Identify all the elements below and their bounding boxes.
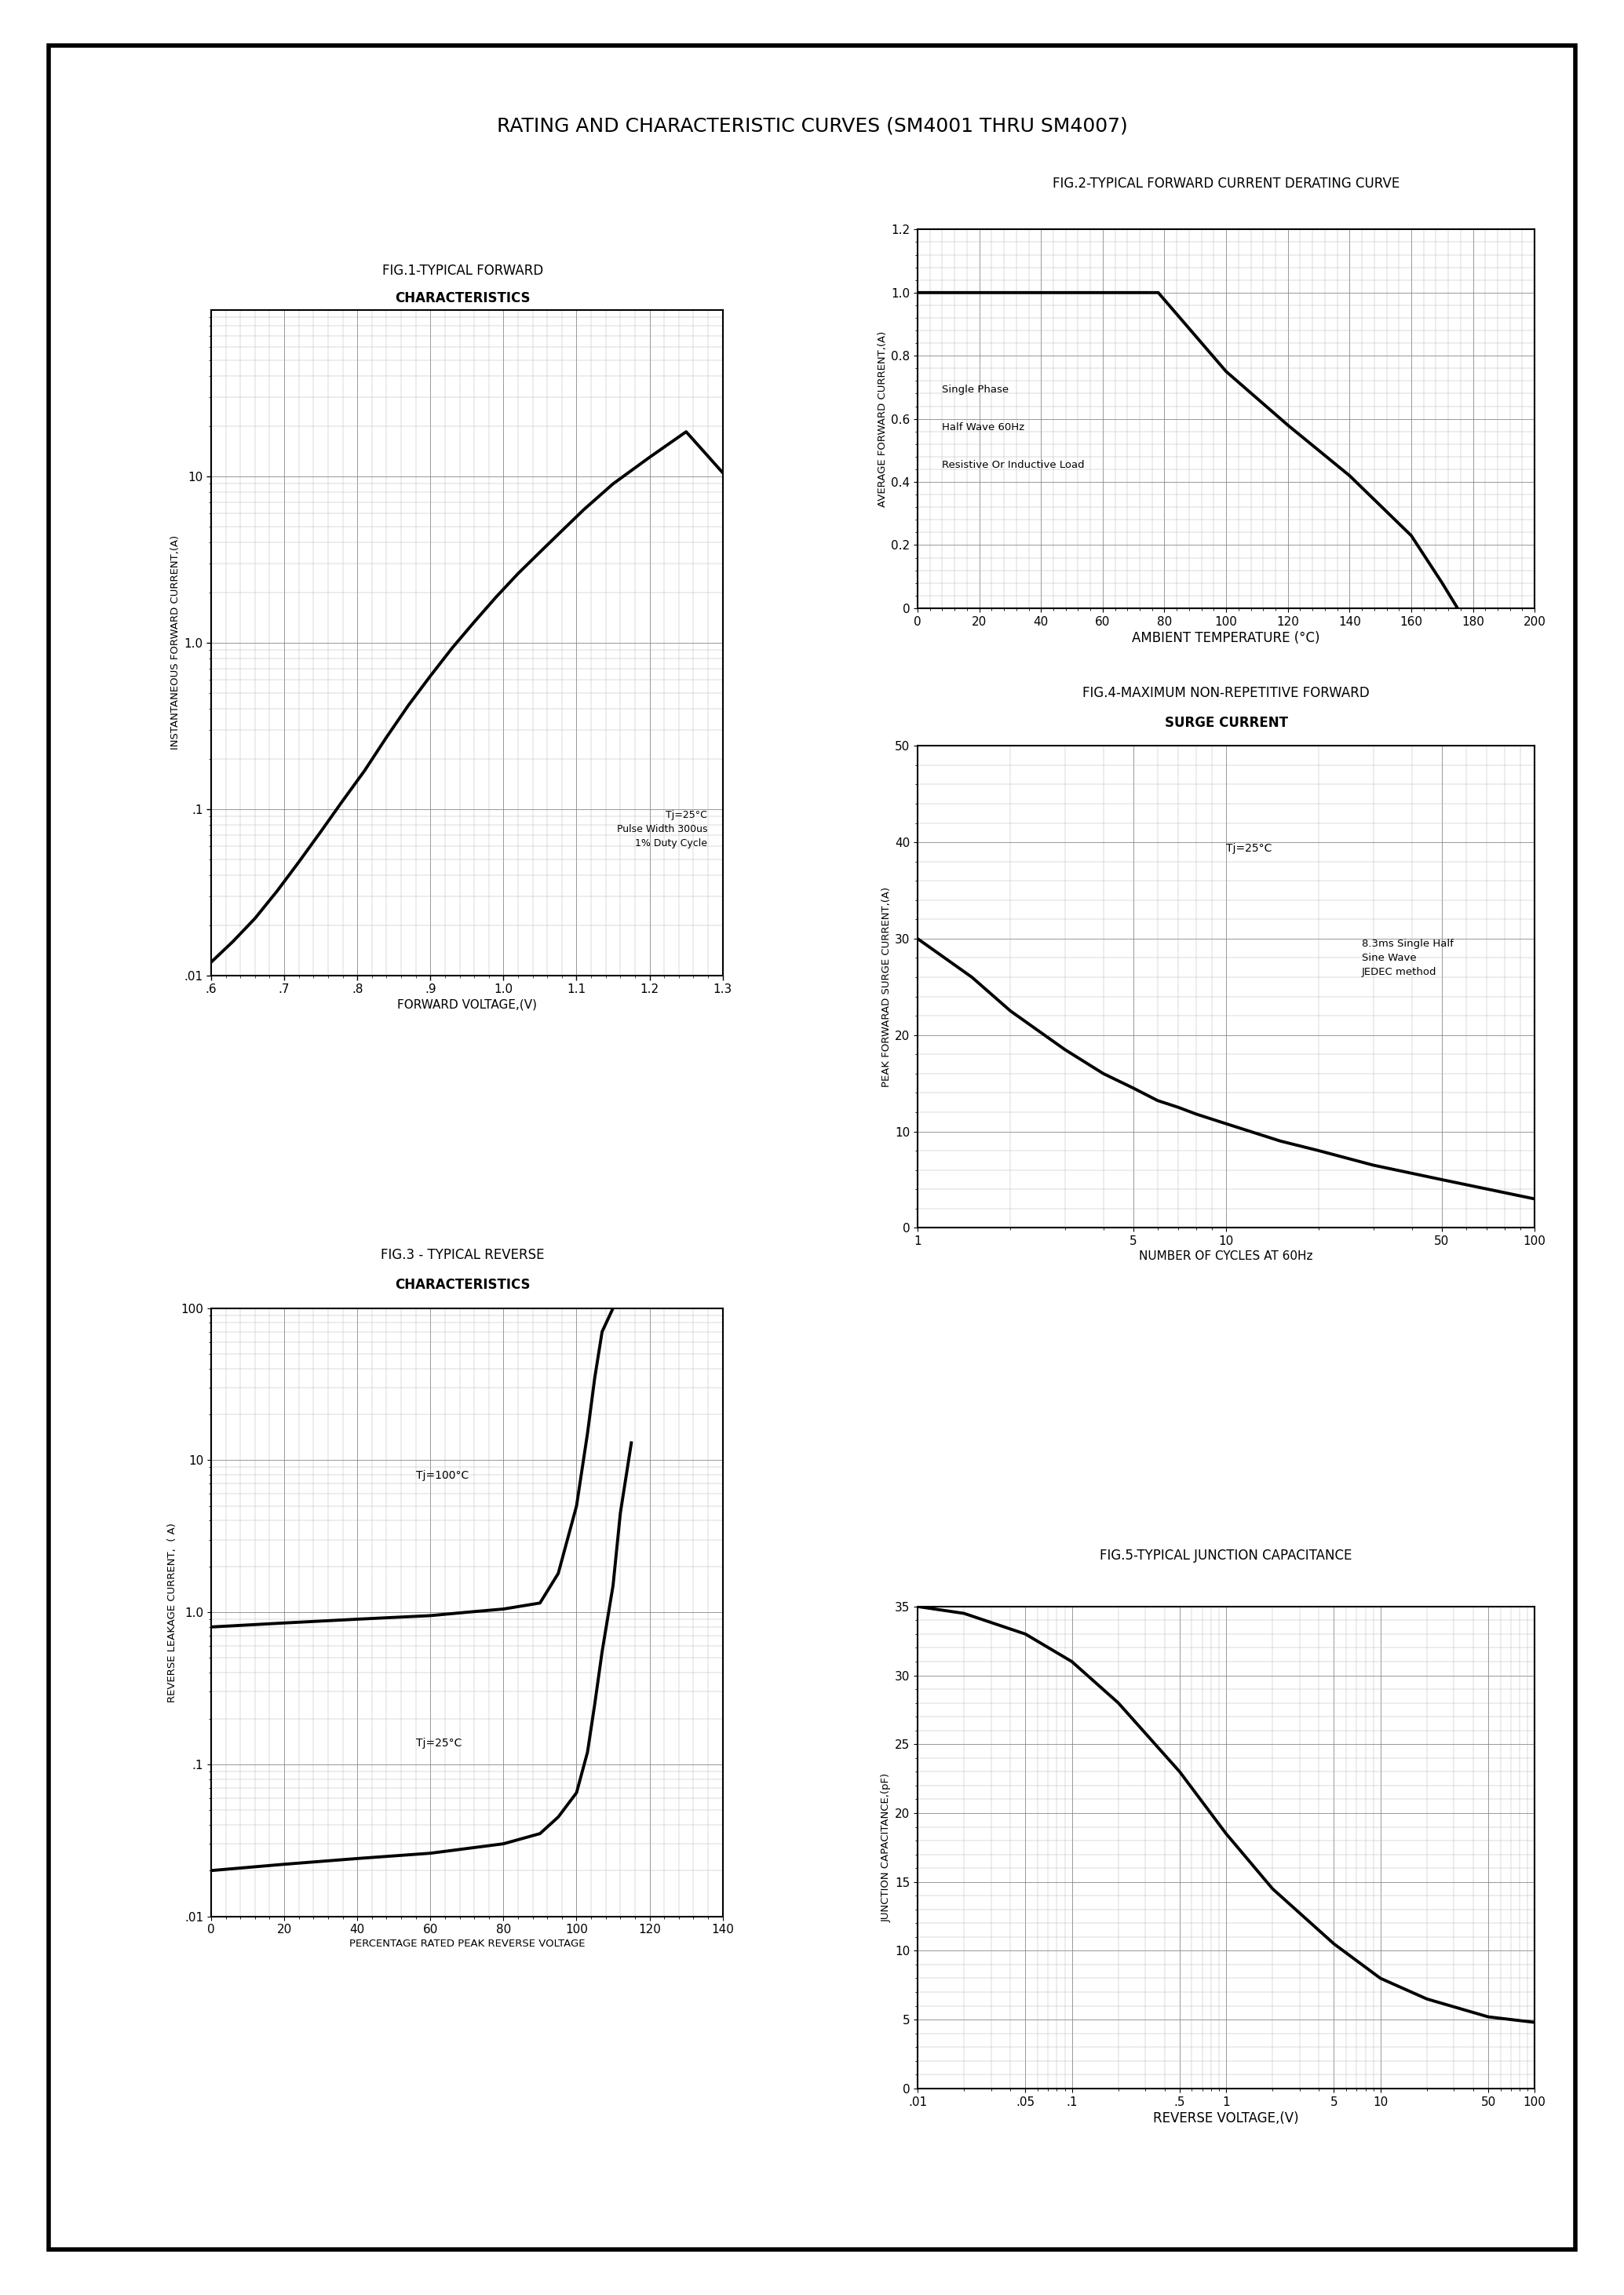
Text: Tj=100°C: Tj=100°C: [416, 1469, 469, 1480]
Text: FIG.2-TYPICAL FORWARD CURRENT DERATING CURVE: FIG.2-TYPICAL FORWARD CURRENT DERATING C…: [1052, 177, 1400, 190]
Text: Tj=25°C: Tj=25°C: [1226, 842, 1272, 854]
Y-axis label: AVERAGE FORWARD CURRENT,(A): AVERAGE FORWARD CURRENT,(A): [877, 330, 888, 507]
X-axis label: NUMBER OF CYCLES AT 60Hz: NUMBER OF CYCLES AT 60Hz: [1138, 1251, 1314, 1262]
Text: SURGE CURRENT: SURGE CURRENT: [1164, 716, 1288, 730]
Text: CHARACTERISTICS: CHARACTERISTICS: [395, 291, 531, 305]
Text: FIG.1-TYPICAL FORWARD: FIG.1-TYPICAL FORWARD: [382, 264, 544, 278]
Text: FIG.3 - TYPICAL REVERSE: FIG.3 - TYPICAL REVERSE: [382, 1248, 544, 1262]
X-axis label: PERCENTAGE RATED PEAK REVERSE VOLTAGE: PERCENTAGE RATED PEAK REVERSE VOLTAGE: [349, 1939, 585, 1948]
Text: Half Wave 60Hz: Half Wave 60Hz: [942, 422, 1025, 431]
Text: FIG.4-MAXIMUM NON-REPETITIVE FORWARD: FIG.4-MAXIMUM NON-REPETITIVE FORWARD: [1083, 686, 1369, 700]
X-axis label: REVERSE VOLTAGE,(V): REVERSE VOLTAGE,(V): [1153, 2111, 1299, 2125]
Text: FIG.5-TYPICAL JUNCTION CAPACITANCE: FIG.5-TYPICAL JUNCTION CAPACITANCE: [1099, 1549, 1353, 1563]
Text: Single Phase: Single Phase: [942, 386, 1009, 395]
Y-axis label: PEAK FORWARAD SURGE CURRENT,(A): PEAK FORWARAD SURGE CURRENT,(A): [882, 886, 892, 1088]
Text: RATING AND CHARACTERISTIC CURVES (SM4001 THRU SM4007): RATING AND CHARACTERISTIC CURVES (SM4001…: [497, 117, 1127, 135]
Text: CHARACTERISTICS: CHARACTERISTICS: [395, 1278, 531, 1292]
Y-axis label: JUNCTION CAPACITANCE,(pF): JUNCTION CAPACITANCE,(pF): [882, 1772, 892, 1923]
Text: Resistive Or Inductive Load: Resistive Or Inductive Load: [942, 461, 1085, 470]
Text: 8.3ms Single Half
Sine Wave
JEDEC method: 8.3ms Single Half Sine Wave JEDEC method: [1363, 939, 1453, 978]
X-axis label: FORWARD VOLTAGE,(V): FORWARD VOLTAGE,(V): [396, 998, 538, 1010]
Y-axis label: REVERSE LEAKAGE CURRENT,  ( A): REVERSE LEAKAGE CURRENT, ( A): [167, 1522, 177, 1703]
Text: Tj=25°C: Tj=25°C: [416, 1737, 461, 1749]
X-axis label: AMBIENT TEMPERATURE (°C): AMBIENT TEMPERATURE (°C): [1132, 631, 1320, 645]
Text: Tj=25°C
Pulse Width 300us
1% Duty Cycle: Tj=25°C Pulse Width 300us 1% Duty Cycle: [617, 810, 708, 849]
Y-axis label: INSTANTANEOUS FORWARD CURRENT,(A): INSTANTANEOUS FORWARD CURRENT,(A): [171, 535, 180, 750]
